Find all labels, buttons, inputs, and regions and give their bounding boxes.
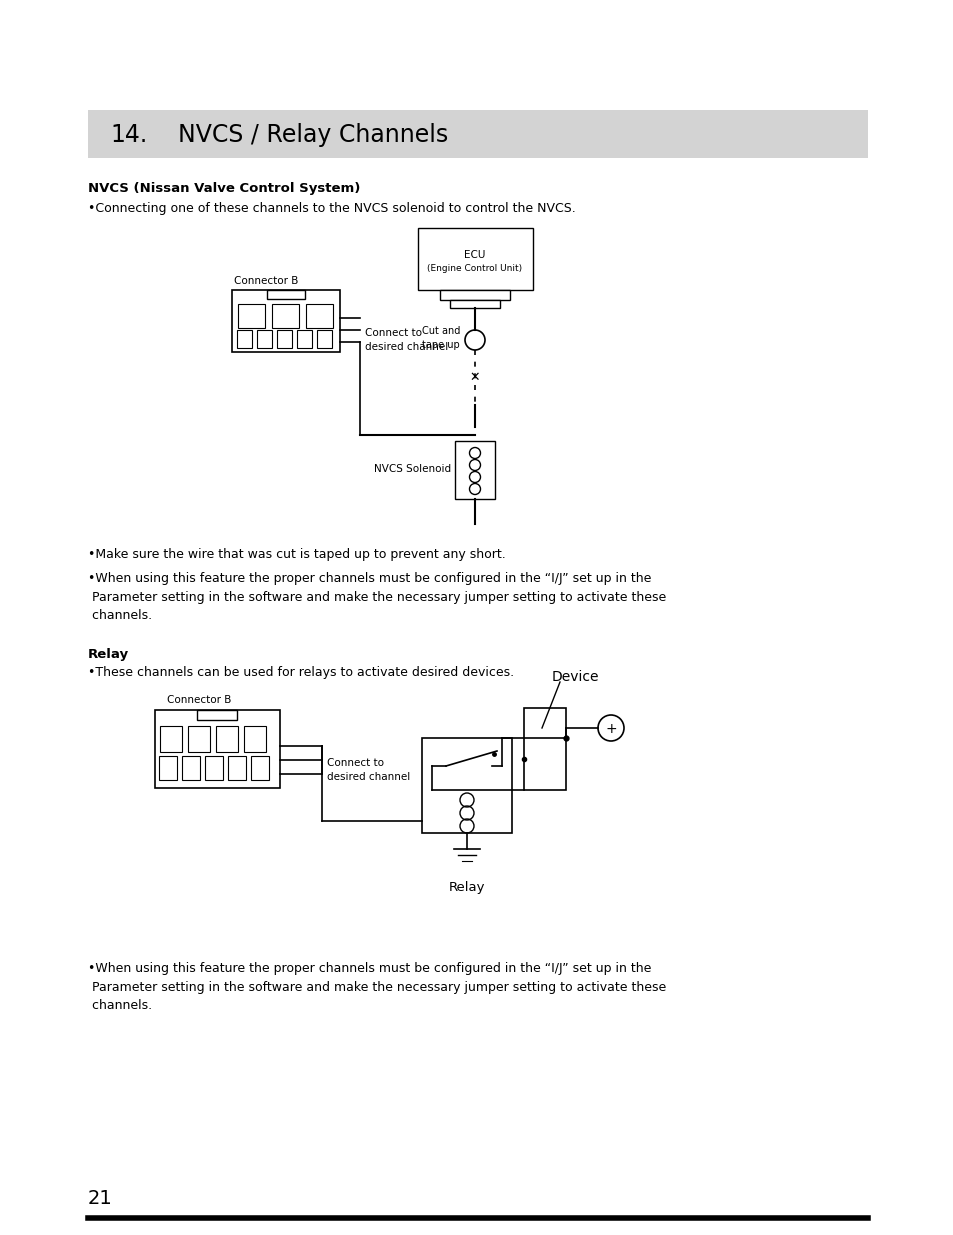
Text: ✕: ✕ (469, 370, 479, 384)
Bar (154, 710, 280, 788)
Text: •When using this feature the proper channels must be configured in the “I/J” set: •When using this feature the proper chan… (88, 572, 665, 622)
Bar (160, 726, 182, 752)
Text: Connector B: Connector B (233, 275, 298, 287)
Text: Device: Device (551, 671, 598, 684)
Text: NVCS / Relay Channels: NVCS / Relay Channels (178, 124, 448, 147)
Bar (232, 290, 339, 352)
Text: +: + (604, 722, 617, 736)
Bar (251, 756, 269, 781)
Text: NVCS Solenoid: NVCS Solenoid (374, 464, 451, 474)
Bar (228, 756, 246, 781)
Bar (256, 330, 272, 348)
Circle shape (464, 330, 484, 350)
Bar (296, 330, 312, 348)
Bar (215, 726, 237, 752)
Text: tape up: tape up (422, 340, 459, 350)
Bar (182, 756, 200, 781)
Text: NVCS (Nissan Valve Control System): NVCS (Nissan Valve Control System) (88, 182, 360, 195)
Bar (523, 708, 565, 790)
Bar (244, 726, 266, 752)
Bar (188, 726, 210, 752)
Circle shape (598, 715, 623, 741)
Text: Connect to: Connect to (327, 758, 384, 768)
Text: Cut and: Cut and (421, 326, 459, 336)
Bar (306, 304, 333, 329)
Text: •Connecting one of these channels to the NVCS solenoid to control the NVCS.: •Connecting one of these channels to the… (88, 203, 576, 215)
Text: Connector B: Connector B (167, 695, 232, 705)
Bar (421, 739, 512, 832)
Text: 21: 21 (88, 1189, 112, 1208)
Text: •When using this feature the proper channels must be configured in the “I/J” set: •When using this feature the proper chan… (88, 962, 665, 1011)
Bar (237, 304, 265, 329)
Text: (Engine Control Unit): (Engine Control Unit) (427, 264, 522, 273)
Bar (205, 756, 223, 781)
Text: desired channel: desired channel (365, 342, 448, 352)
Bar (267, 290, 305, 299)
Bar (276, 330, 292, 348)
Bar (417, 228, 533, 290)
Bar (272, 304, 298, 329)
Bar (439, 290, 510, 300)
Text: desired channel: desired channel (327, 772, 410, 782)
Bar (196, 710, 236, 720)
Text: 14.: 14. (110, 124, 147, 147)
Text: •Make sure the wire that was cut is taped up to prevent any short.: •Make sure the wire that was cut is tape… (88, 548, 505, 561)
Text: ECU: ECU (464, 249, 485, 261)
Bar (159, 756, 177, 781)
Bar (236, 330, 252, 348)
Text: •These channels can be used for relays to activate desired devices.: •These channels can be used for relays t… (88, 666, 514, 679)
Text: Relay: Relay (88, 648, 129, 661)
Text: Relay: Relay (448, 881, 485, 894)
Bar (316, 330, 332, 348)
Bar (450, 300, 499, 308)
Text: Connect to: Connect to (365, 329, 421, 338)
Bar (455, 441, 495, 499)
Bar (88, 110, 867, 158)
